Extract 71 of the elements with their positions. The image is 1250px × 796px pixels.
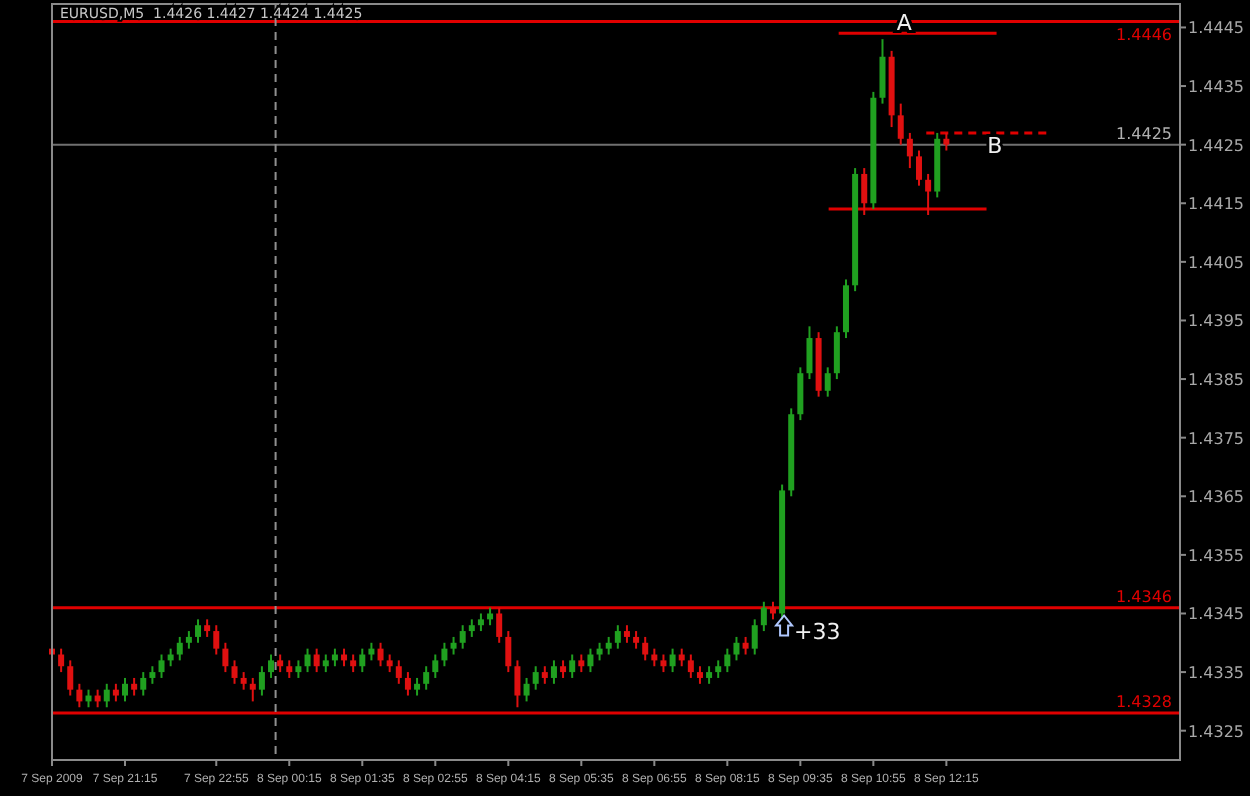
candlestick <box>505 630 512 674</box>
ref-line-label: 1.4328 <box>1116 693 1172 712</box>
y-tick-label: 1.4415 <box>1188 195 1244 214</box>
candlestick <box>441 641 448 668</box>
candlestick <box>760 600 767 633</box>
y-tick-label: 1.4365 <box>1188 488 1244 507</box>
ref-line-label: 1.4346 <box>1116 587 1172 606</box>
candlestick <box>304 647 311 674</box>
candlestick <box>733 635 740 662</box>
candlestick <box>213 624 220 656</box>
y-tick-label: 1.4375 <box>1188 429 1244 448</box>
candlestick <box>514 659 521 709</box>
y-tick-label: 1.4445 <box>1188 19 1244 38</box>
candlestick <box>459 624 466 650</box>
candlestick <box>879 38 886 105</box>
candlestick <box>195 618 202 644</box>
ref-line-label: 1.4446 <box>1116 25 1172 44</box>
y-tick-label: 1.4425 <box>1188 136 1244 155</box>
y-tick-label: 1.4325 <box>1188 722 1244 741</box>
candlestick <box>140 671 147 697</box>
candlestick <box>906 131 913 170</box>
candlestick <box>122 676 129 703</box>
candlestick <box>842 278 849 340</box>
y-tick-label: 1.4355 <box>1188 546 1244 565</box>
candlestick <box>523 676 530 703</box>
candlestick <box>103 682 110 709</box>
candlestick <box>669 647 676 674</box>
candlestick <box>158 653 165 679</box>
annotation: +33 <box>794 619 841 646</box>
candlestick <box>550 659 557 685</box>
candlestick <box>797 366 804 422</box>
candlestick <box>806 325 813 381</box>
candlestick <box>58 647 65 674</box>
y-tick-label: 1.4405 <box>1188 253 1244 272</box>
candlestick <box>377 641 384 668</box>
candlestick <box>313 647 320 674</box>
candlestick <box>642 635 649 662</box>
candlestick <box>724 647 731 674</box>
y-tick-label: 1.4345 <box>1188 605 1244 624</box>
candlestick <box>897 102 904 146</box>
candlestick <box>76 682 83 709</box>
candlestick <box>925 172 932 216</box>
candlestick <box>249 676 256 703</box>
candlestick <box>222 641 229 674</box>
candlestick <box>359 647 366 674</box>
candlestick <box>67 659 74 697</box>
candlestick <box>751 618 758 656</box>
candlestick <box>915 149 922 187</box>
candlestick <box>824 366 831 398</box>
candlestick <box>861 167 868 216</box>
candlestick <box>176 635 183 662</box>
candlestick <box>395 659 402 685</box>
annotation: B <box>987 132 1003 159</box>
y-tick-label: 1.4385 <box>1188 371 1244 390</box>
candlestick <box>258 665 265 697</box>
candlestick <box>833 325 840 381</box>
candlestick <box>532 665 539 691</box>
ref-line-label: 1.4425 <box>1116 124 1172 143</box>
candlestick <box>587 647 594 674</box>
candlestick <box>432 653 439 679</box>
candlestick <box>268 653 275 679</box>
candlestick <box>569 653 576 679</box>
candlestick <box>496 606 503 644</box>
candlestick <box>687 653 694 679</box>
candlestick <box>404 671 411 697</box>
candlestick <box>423 665 430 691</box>
y-tick-label: 1.4395 <box>1188 312 1244 331</box>
y-tick-label: 1.4435 <box>1188 78 1244 97</box>
y-tick-label: 1.4335 <box>1188 664 1244 683</box>
candlestick <box>231 659 238 685</box>
candlestick <box>614 624 621 650</box>
